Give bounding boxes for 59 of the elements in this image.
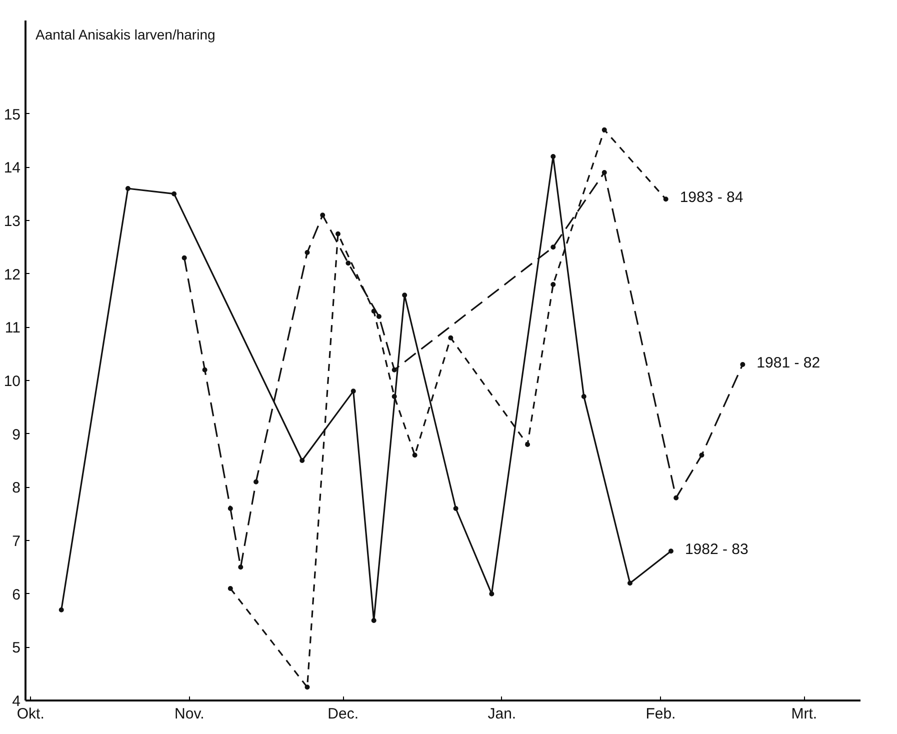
y-tick-label: 6 xyxy=(12,586,20,604)
series-label: 1981 - 82 xyxy=(756,354,820,372)
point xyxy=(300,458,305,463)
point xyxy=(668,548,674,554)
point xyxy=(602,127,607,132)
x-tick-label: Jan. xyxy=(488,706,516,722)
y-tick-label: 14 xyxy=(4,160,21,177)
point xyxy=(371,618,376,623)
point xyxy=(448,335,454,340)
x-tick-label: Feb. xyxy=(646,706,676,722)
y-tick-label: 11 xyxy=(4,320,21,337)
y-tick-label: 9 xyxy=(12,426,20,444)
point xyxy=(371,308,376,314)
point xyxy=(202,367,208,372)
y-axis-title: Aantal Anisakis larven/haring xyxy=(36,26,216,42)
point xyxy=(392,394,397,399)
point xyxy=(238,564,244,570)
point xyxy=(228,506,233,511)
y-tick-label: 8 xyxy=(12,480,20,497)
point xyxy=(392,367,397,372)
point xyxy=(550,244,556,250)
point xyxy=(376,314,382,319)
point xyxy=(412,452,418,458)
y-tick-label: 12 xyxy=(4,266,21,284)
point xyxy=(304,250,310,255)
y-tick-label: 15 xyxy=(4,106,21,124)
point xyxy=(627,580,632,586)
point xyxy=(740,362,746,367)
point xyxy=(172,191,177,196)
point xyxy=(453,506,458,511)
point xyxy=(335,231,340,236)
point xyxy=(58,607,64,612)
x-tick-label: Mrt. xyxy=(791,706,818,722)
y-tick-label: 10 xyxy=(4,373,21,390)
point xyxy=(304,684,310,690)
point xyxy=(699,452,704,458)
point xyxy=(182,255,187,260)
point xyxy=(674,495,679,500)
y-tick-label: 5 xyxy=(12,640,20,657)
point xyxy=(346,260,351,266)
point xyxy=(254,479,259,484)
point xyxy=(525,442,530,447)
point xyxy=(320,212,326,218)
series-label: 1982 - 83 xyxy=(684,541,748,558)
series-label: 1983 - 84 xyxy=(680,189,744,206)
point xyxy=(602,170,607,175)
y-tick-label: 7 xyxy=(12,533,20,550)
point xyxy=(125,186,130,191)
x-tick-label: Nov. xyxy=(174,706,204,722)
point xyxy=(402,292,408,298)
point xyxy=(550,154,556,159)
point xyxy=(489,591,494,596)
point xyxy=(550,282,556,287)
point xyxy=(350,388,356,394)
point xyxy=(228,586,233,591)
point xyxy=(663,196,668,202)
x-tick-label: Dec. xyxy=(328,706,359,722)
point xyxy=(581,394,586,399)
y-tick-label: 13 xyxy=(4,213,21,230)
